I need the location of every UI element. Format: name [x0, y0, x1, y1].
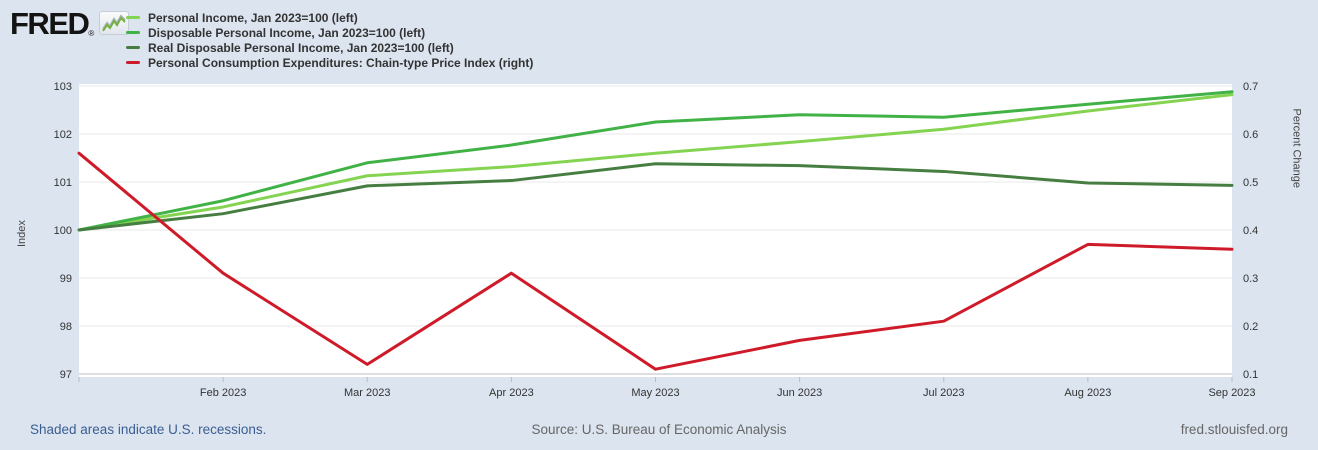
series-line-pce-chain-type-price-index: [77, 151, 1234, 371]
legend-label: Disposable Personal Income, Jan 2023=100…: [148, 25, 426, 40]
chart-legend: Personal Income, Jan 2023=100 (left) Disp…: [126, 10, 533, 70]
series-line-real-disposable-personal-income: [77, 162, 1234, 232]
right-axis-title: Percent Change: [1290, 108, 1302, 189]
graph-footer: Shaded areas indicate U.S. recessions. S…: [0, 422, 1318, 437]
legend-swatch: [126, 31, 140, 34]
fred-logo-text: FRED: [10, 6, 90, 41]
recessions-note-link[interactable]: Shaded areas indicate U.S. recessions.: [30, 422, 267, 437]
left-axis-tick-label: 100: [54, 225, 72, 237]
left-axis-tick-label: 99: [60, 273, 72, 285]
source-link[interactable]: Source: U.S. Bureau of Economic Analysis: [531, 422, 787, 437]
right-axis-tick-label: 0.6: [1243, 129, 1258, 141]
left-axis-tick-label: 98: [60, 321, 72, 333]
x-axis-tick-label: Jul 2023: [923, 387, 965, 399]
x-axis-tick-label: Jun 2023: [777, 387, 822, 399]
legend-label: Real Disposable Personal Income, Jan 202…: [148, 40, 454, 55]
left-axis-tick-label: 101: [54, 177, 72, 189]
x-axis-tick-label: Aug 2023: [1064, 387, 1111, 399]
left-axis-tick-label: 97: [60, 369, 72, 381]
series-line-personal-income: [77, 93, 1234, 232]
right-axis-tick-label: 0.3: [1243, 273, 1258, 285]
legend-item: Real Disposable Personal Income, Jan 202…: [126, 40, 533, 55]
legend-item: Personal Income, Jan 2023=100 (left): [126, 10, 533, 25]
right-axis-tick-label: 0.2: [1243, 321, 1258, 333]
x-axis-tick-label: May 2023: [631, 387, 679, 399]
right-axis-tick-label: 0.5: [1243, 177, 1258, 189]
x-axis-tick-label: Mar 2023: [344, 387, 390, 399]
left-axis-tick-label: 103: [54, 81, 72, 93]
legend-item: Disposable Personal Income, Jan 2023=100…: [126, 25, 533, 40]
registered-trademark-symbol: ®: [88, 29, 95, 38]
fred-site-link[interactable]: fred.stlouisfed.org: [1180, 422, 1288, 437]
left-axis-tick-label: 102: [54, 129, 72, 141]
legend-item: Personal Consumption Expenditures: Chain…: [126, 55, 533, 70]
legend-swatch: [126, 61, 140, 64]
legend-label: Personal Consumption Expenditures: Chain…: [148, 55, 534, 70]
fred-sparkline-icon: [99, 11, 130, 35]
right-axis-tick-label: 0.7: [1243, 81, 1258, 93]
right-axis-tick-label: 0.4: [1243, 225, 1258, 237]
x-axis-tick-label: Apr 2023: [489, 387, 534, 399]
right-axis-tick-label: 0.1: [1243, 369, 1258, 381]
x-axis-tick-label: Feb 2023: [200, 387, 246, 399]
legend-swatch: [126, 46, 140, 49]
x-axis-tick-label: Sep 2023: [1208, 387, 1255, 399]
legend-swatch: [126, 16, 140, 19]
series-line-disposable-personal-income: [77, 90, 1234, 232]
fred-logo[interactable]: FRED ®: [10, 6, 130, 41]
left-axis-title: Index: [16, 220, 28, 247]
legend-label: Personal Income, Jan 2023=100 (left): [148, 10, 358, 25]
